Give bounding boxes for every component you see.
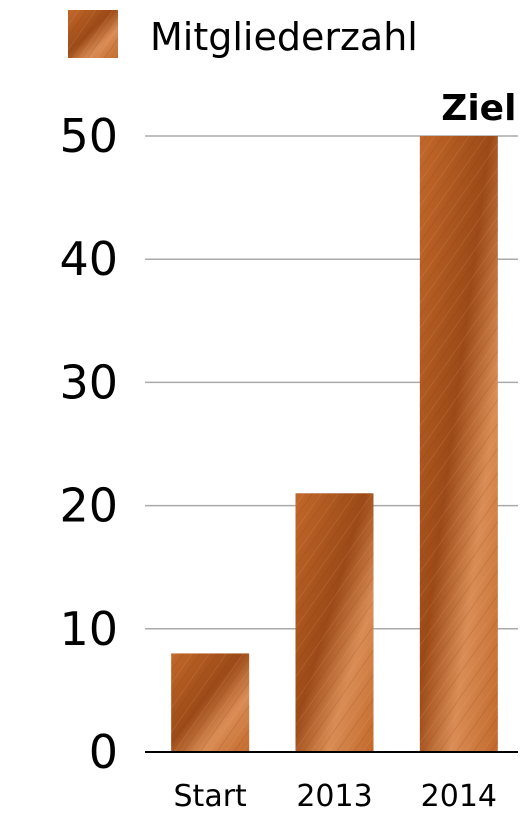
bar: [171, 653, 250, 752]
x-axis-category-labels: Start 2013 2014: [174, 779, 497, 813]
annotations: Ziel: [441, 88, 516, 129]
y-axis-tick-labels: 0 10 20 30 40 50: [59, 109, 118, 779]
legend: Mitgliederzahl: [68, 10, 418, 59]
x-category-label: Start: [174, 779, 248, 813]
annotation-label: Ziel: [441, 88, 516, 129]
legend-swatch-texture: [68, 10, 118, 58]
y-tick-label: 50: [59, 109, 118, 163]
bar-texture: [419, 136, 498, 752]
y-tick-label: 20: [59, 479, 118, 533]
x-category-label: 2013: [296, 779, 372, 813]
bar: [295, 493, 374, 752]
y-tick-label: 40: [59, 232, 118, 286]
y-tick-label: 10: [59, 602, 118, 656]
y-tick-label: 30: [59, 355, 118, 409]
bar: [419, 136, 498, 752]
x-category-label: 2014: [421, 779, 497, 813]
bar-texture: [171, 653, 250, 752]
bar-texture: [295, 493, 374, 752]
bars: [171, 136, 498, 752]
y-tick-label: 0: [89, 725, 118, 779]
legend-label: Mitgliederzahl: [150, 15, 418, 59]
